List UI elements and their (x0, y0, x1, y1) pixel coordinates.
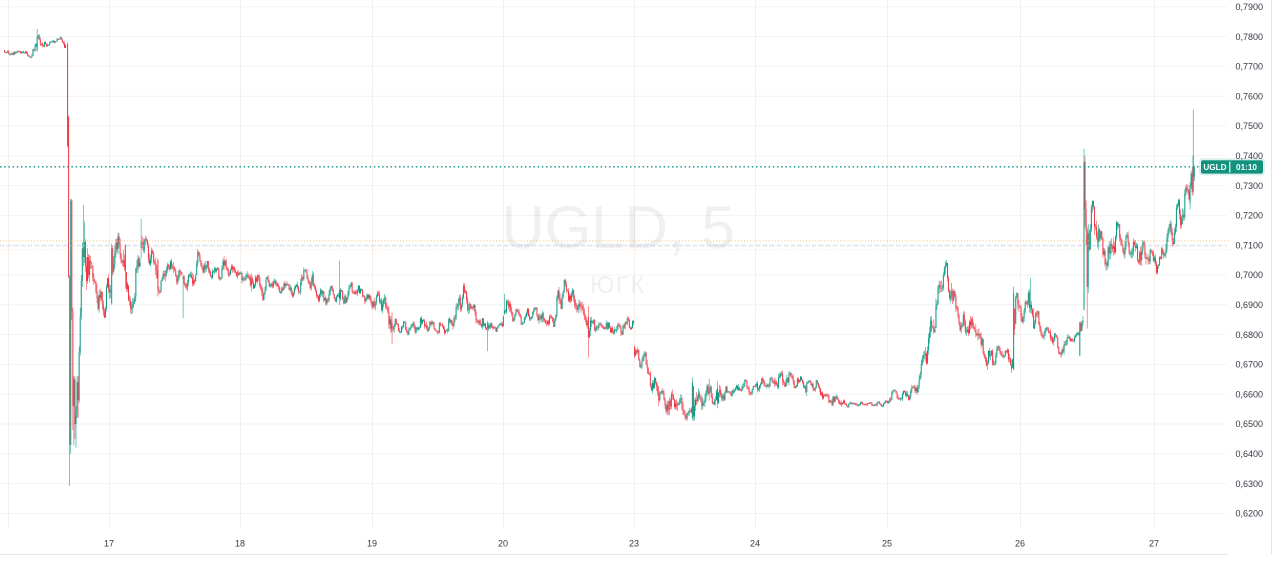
svg-text:24: 24 (750, 539, 760, 549)
svg-text:26: 26 (1015, 539, 1025, 549)
svg-text:0,7100: 0,7100 (1235, 240, 1263, 250)
svg-text:20: 20 (498, 539, 508, 549)
svg-text:0,6700: 0,6700 (1235, 360, 1263, 370)
svg-text:0,7600: 0,7600 (1235, 91, 1263, 101)
svg-text:0,7200: 0,7200 (1235, 211, 1263, 221)
svg-text:0,7400: 0,7400 (1235, 151, 1263, 161)
svg-text:0,6600: 0,6600 (1235, 389, 1263, 399)
svg-text:ЮГК: ЮГК (590, 272, 646, 299)
svg-text:UGLD: UGLD (1203, 163, 1226, 172)
svg-text:19: 19 (367, 539, 377, 549)
svg-text:25: 25 (882, 539, 892, 549)
svg-text:0,7000: 0,7000 (1235, 270, 1263, 280)
svg-text:0,7500: 0,7500 (1235, 121, 1263, 131)
svg-text:0,7800: 0,7800 (1235, 32, 1263, 42)
svg-text:17: 17 (104, 539, 114, 549)
svg-text:0,6500: 0,6500 (1235, 419, 1263, 429)
svg-text:18: 18 (235, 539, 245, 549)
svg-text:0,7700: 0,7700 (1235, 62, 1263, 72)
svg-text:01:10: 01:10 (1236, 163, 1257, 172)
svg-text:0,7300: 0,7300 (1235, 181, 1263, 191)
svg-text:UGLD, 5: UGLD, 5 (501, 194, 734, 261)
svg-text:0,6800: 0,6800 (1235, 330, 1263, 340)
svg-text:23: 23 (629, 539, 639, 549)
svg-text:0,6300: 0,6300 (1235, 479, 1263, 489)
svg-text:0,7900: 0,7900 (1235, 2, 1263, 12)
svg-text:0,6900: 0,6900 (1235, 300, 1263, 310)
svg-text:0,6400: 0,6400 (1235, 449, 1263, 459)
svg-text:0,6200: 0,6200 (1235, 509, 1263, 519)
svg-text:27: 27 (1149, 539, 1159, 549)
